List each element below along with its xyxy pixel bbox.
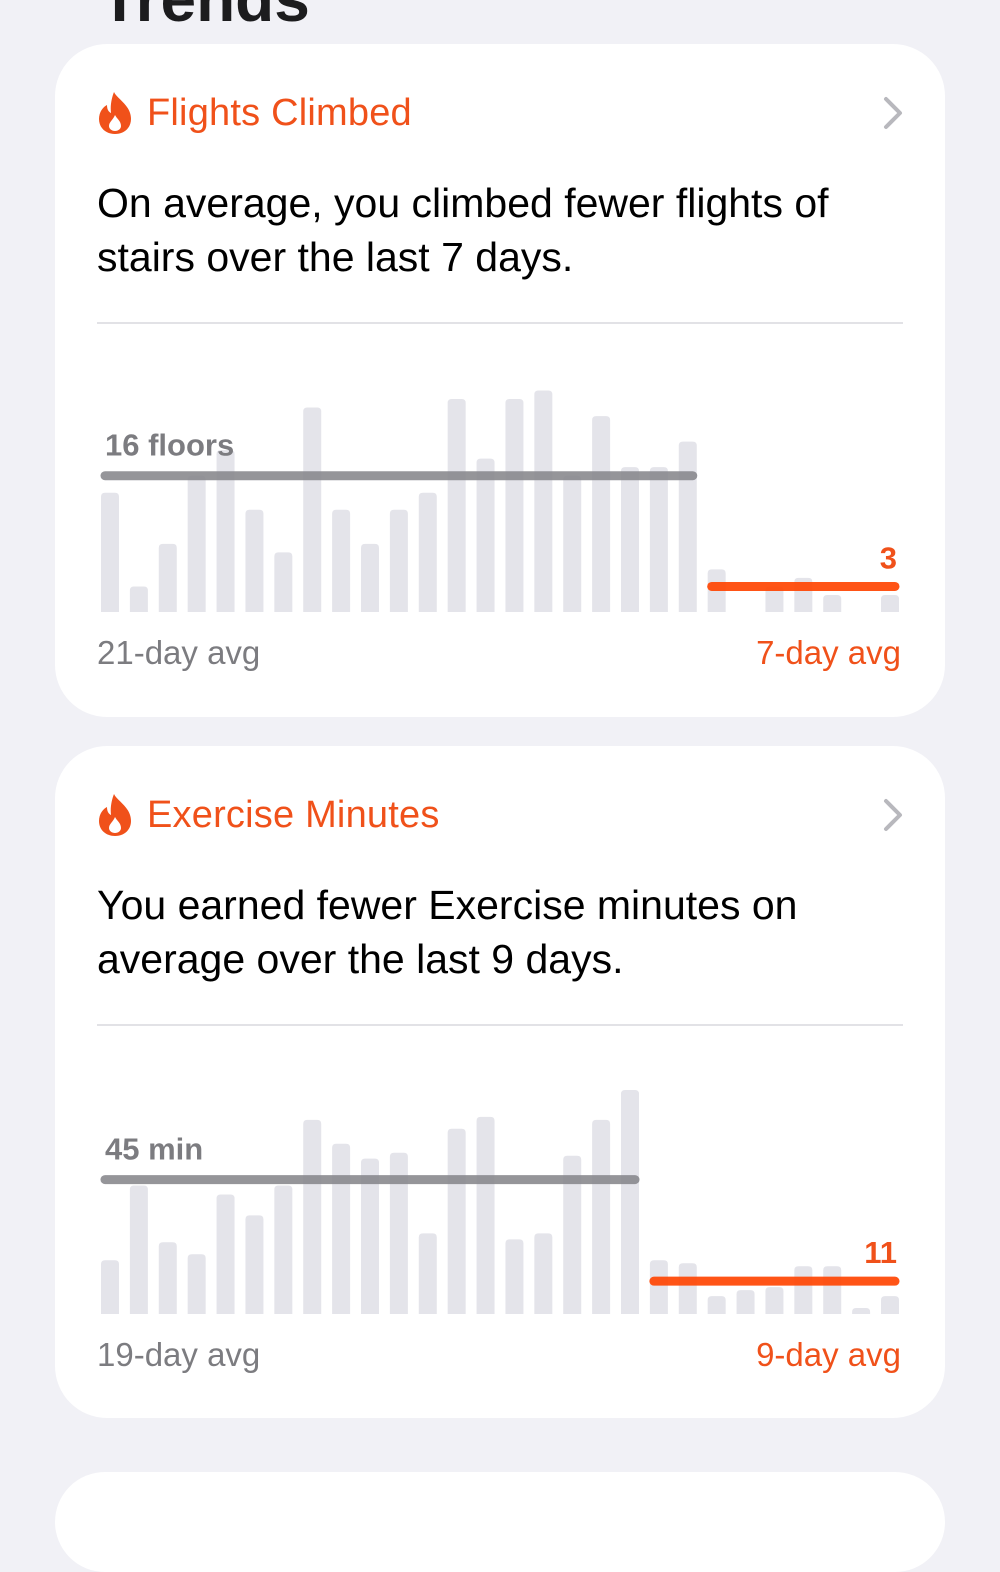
bar: [389, 1152, 408, 1314]
chevron-right-icon[interactable]: [881, 96, 905, 130]
bar: [823, 594, 842, 612]
bar: [245, 509, 264, 612]
bar: [678, 441, 697, 612]
bar: [765, 1287, 784, 1314]
bar: [592, 1119, 611, 1314]
bar: [592, 416, 611, 612]
bar: [621, 1089, 639, 1314]
flights-chart: 16 floors 3: [100, 390, 900, 612]
bar: [649, 467, 668, 612]
bar: [418, 1233, 437, 1314]
bar: [765, 586, 784, 612]
bar: [245, 1215, 264, 1314]
bar: [505, 1239, 524, 1314]
bar: [649, 1260, 668, 1314]
bar: [447, 399, 466, 612]
bar: [563, 475, 582, 612]
old-average-value: 45 min: [105, 1132, 203, 1167]
bar: [216, 450, 235, 612]
bar: [563, 1155, 582, 1314]
bar: [303, 1119, 322, 1314]
bar: [216, 1194, 235, 1314]
bar: [129, 1185, 148, 1314]
bar: [418, 492, 437, 612]
old-average-value: 16 floors: [105, 428, 234, 463]
exercise-chart: 45 min 11: [100, 1089, 900, 1314]
next-trend-card[interactable]: [55, 1472, 945, 1572]
bar: [303, 407, 322, 612]
card-title: Exercise Minutes: [147, 793, 440, 836]
flights-climbed-card[interactable]: Flights Climbed On average, you climbed …: [55, 44, 945, 717]
flame-icon: [99, 794, 131, 836]
bar: [389, 509, 408, 612]
bar: [707, 1296, 726, 1314]
bar: [621, 467, 639, 612]
bar: [187, 1254, 206, 1314]
page-title: Trends: [100, 0, 310, 36]
chevron-right-icon[interactable]: [881, 798, 905, 832]
new-avg-label: 7-day avg: [756, 634, 901, 671]
divider: [97, 1024, 903, 1026]
new-average-value: 11: [864, 1235, 897, 1270]
card-title: Flights Climbed: [147, 91, 412, 134]
old-avg-label: 21-day avg: [97, 634, 261, 671]
bar: [881, 1296, 899, 1314]
bar: [332, 1143, 351, 1314]
bar: [158, 1242, 177, 1314]
bar: [534, 1233, 553, 1314]
bar: [332, 509, 351, 612]
old-avg-label: 19-day avg: [97, 1336, 261, 1373]
divider: [97, 322, 903, 324]
bar: [361, 543, 379, 612]
trend-description: You earned fewer Exercise minutes on ave…: [97, 882, 798, 982]
card-header[interactable]: Flights Climbed: [97, 88, 905, 138]
bar: [129, 586, 148, 612]
trend-description: On average, you climbed fewer flights of…: [97, 180, 829, 280]
flame-icon: [99, 92, 131, 134]
card-header[interactable]: Exercise Minutes: [97, 790, 905, 840]
bar: [881, 594, 899, 612]
bar: [823, 1266, 842, 1314]
exercise-minutes-card[interactable]: Exercise Minutes You earned fewer Exerci…: [55, 746, 945, 1418]
bar: [794, 1266, 813, 1314]
bar: [736, 1290, 755, 1314]
bar: [678, 1263, 697, 1314]
new-average-value: 3: [880, 540, 897, 575]
bar: [505, 399, 524, 612]
bar: [274, 1185, 293, 1314]
bar: [101, 492, 119, 612]
new-avg-label: 9-day avg: [756, 1336, 901, 1373]
bar: [274, 552, 293, 612]
bar: [447, 1128, 466, 1314]
bar: [852, 1308, 871, 1314]
bar: [101, 1260, 119, 1314]
bar: [361, 1158, 379, 1314]
bar: [534, 390, 553, 612]
bar: [187, 475, 206, 612]
bar: [476, 1116, 495, 1314]
bar: [476, 458, 495, 612]
bar: [158, 543, 177, 612]
